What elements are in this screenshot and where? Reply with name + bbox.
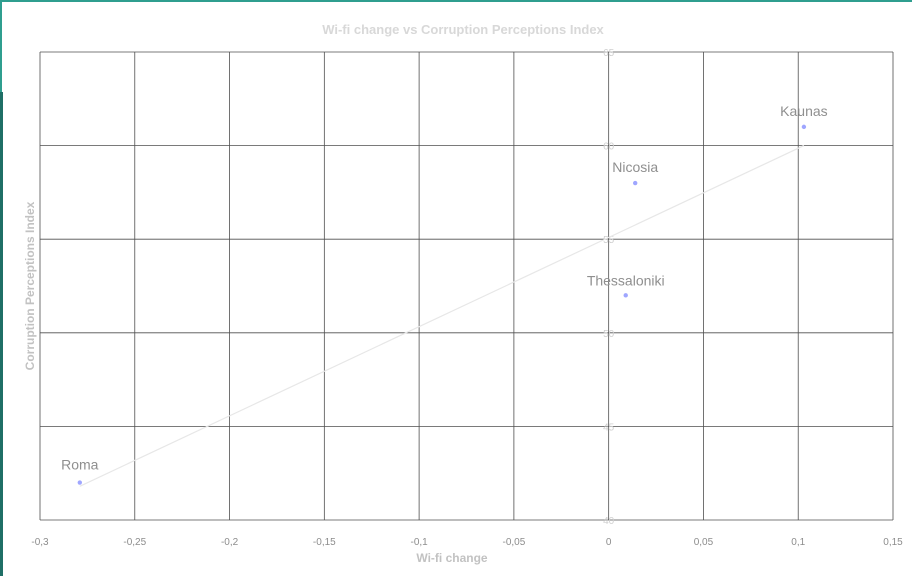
y-tick-label: 45 bbox=[603, 422, 615, 433]
data-point bbox=[623, 293, 628, 298]
y-tick-label: 55 bbox=[603, 235, 615, 246]
series-layer: Kaunas Nicosia Thessaloniki Roma bbox=[61, 103, 828, 487]
x-tick-label: -0,3 bbox=[31, 537, 49, 548]
y-axis-title: Corruption Perceptions Index bbox=[23, 201, 37, 370]
trendline bbox=[79, 145, 805, 487]
x-axis-title: Wi-fi change bbox=[416, 551, 488, 565]
x-tick-label: 0,1 bbox=[791, 537, 805, 548]
x-tick-label: 0,05 bbox=[694, 537, 714, 548]
data-label: Nicosia bbox=[612, 159, 658, 175]
x-tick-label: 0,15 bbox=[883, 537, 903, 548]
x-tick-label: -0,05 bbox=[502, 537, 525, 548]
x-tick-label: -0,1 bbox=[410, 537, 428, 548]
left-accent-bar bbox=[0, 92, 3, 576]
data-point bbox=[801, 124, 807, 130]
data-point bbox=[633, 180, 638, 186]
tick-layer: -0,3 -0,25 -0,2 -0,15 -0,1 -0,05 0 0,05 0,1 0,15 4… bbox=[31, 48, 903, 548]
data-point bbox=[77, 480, 83, 485]
chart-title: Wi-fi change vs Corruption Perceptions I… bbox=[322, 22, 604, 37]
data-label: Roma bbox=[61, 457, 99, 473]
x-tick-label: -0,2 bbox=[221, 537, 239, 548]
x-tick-label: -0,15 bbox=[313, 537, 336, 548]
grid-layer bbox=[39, 51, 894, 521]
y-tick-label: 40 bbox=[603, 516, 615, 527]
x-tick-label: -0,25 bbox=[123, 537, 146, 548]
x-tick-label: 0 bbox=[606, 537, 612, 548]
data-label: Thessaloniki bbox=[587, 272, 665, 288]
y-tick-label: 65 bbox=[603, 48, 615, 59]
y-tick-label: 50 bbox=[603, 329, 615, 340]
y-tick-label: 60 bbox=[603, 142, 615, 153]
data-label: Kaunas bbox=[780, 103, 827, 119]
